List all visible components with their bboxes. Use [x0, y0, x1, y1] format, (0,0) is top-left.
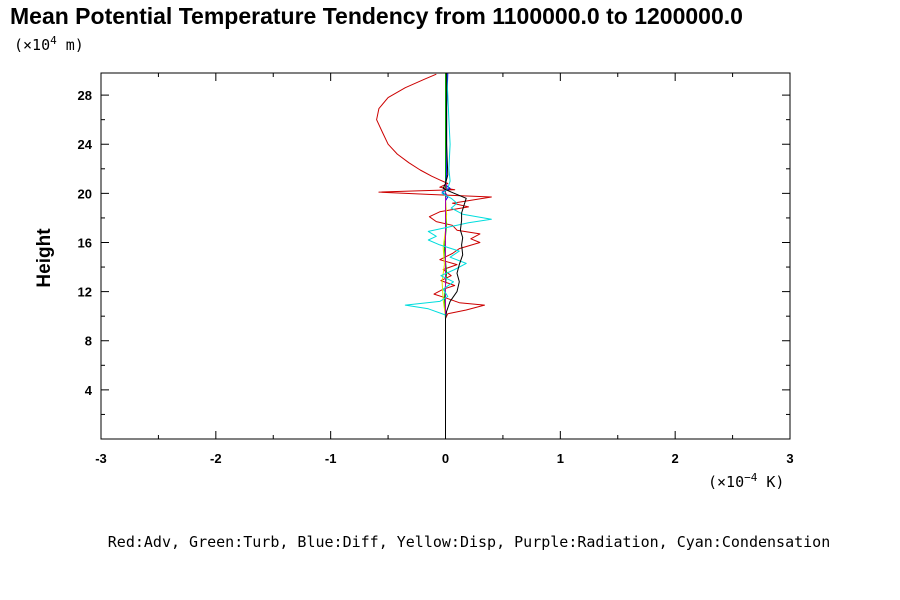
x-tick-label: 3: [786, 451, 793, 466]
x-tick-label: -3: [95, 451, 107, 466]
series-adv-line: [376, 73, 492, 439]
y-tick-label: 12: [78, 285, 92, 300]
y-tick-label: 4: [85, 383, 93, 398]
plot-frame: [100, 72, 791, 440]
x-unit-label: (×10−4 K): [708, 471, 784, 491]
x-tick-label: 1: [557, 451, 564, 466]
series-condensation-line: [404, 72, 492, 439]
y-tick-label: 8: [85, 334, 92, 349]
x-tick-label: -2: [210, 451, 222, 466]
chart-title: Mean Potential Temperature Tendency from…: [10, 3, 743, 29]
series-total-line: [442, 73, 467, 439]
x-tick-label: -1: [325, 451, 337, 466]
plot-area: [376, 72, 492, 439]
y-tick-label: 28: [78, 88, 92, 103]
y-tick-label: 20: [78, 186, 92, 201]
series-radiation-line: [443, 183, 448, 439]
legend-caption: Red:Adv, Green:Turb, Blue:Diff, Yellow:D…: [108, 533, 830, 551]
y-tick-label: 24: [78, 137, 93, 152]
y-unit-label: (×104 m): [14, 34, 84, 54]
x-tick-label: 2: [672, 451, 679, 466]
series-disp-line: [441, 199, 448, 439]
y-tick-label: 16: [78, 235, 92, 250]
x-tick-label: 0: [442, 451, 449, 466]
y-axis-label: Height: [34, 228, 55, 288]
